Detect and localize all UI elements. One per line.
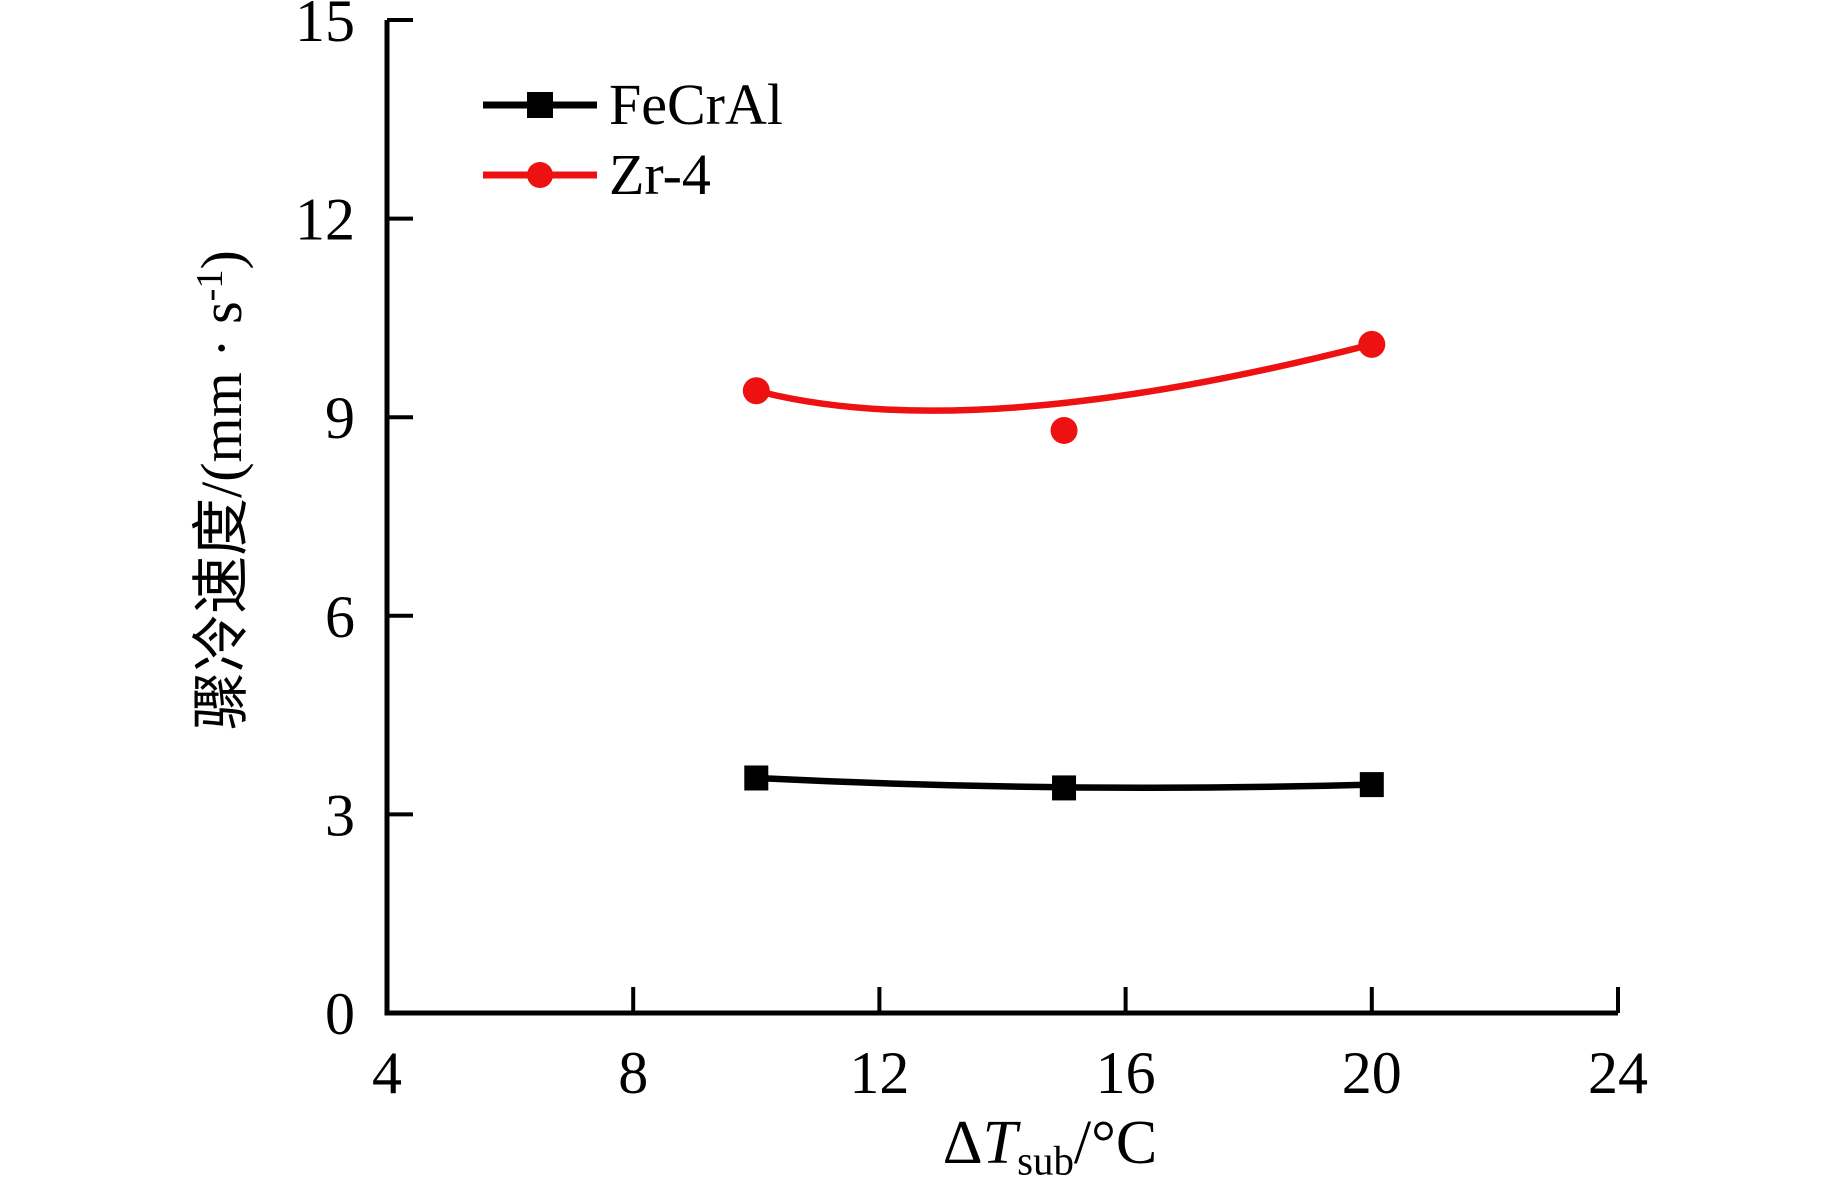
- x-tick-label: 20: [1342, 1040, 1402, 1106]
- x-axis-label-delta: Δ: [942, 1109, 983, 1177]
- zr4-data-marker: [1050, 416, 1078, 444]
- x-axis-label-subscript: sub: [1017, 1138, 1074, 1183]
- x-axis-label-symbol: T: [982, 1109, 1018, 1177]
- legend-sample-zr4: [483, 155, 597, 195]
- circle-marker-icon: [527, 162, 553, 188]
- y-tick-label: 15: [295, 0, 355, 54]
- y-tick-label: 9: [325, 385, 355, 451]
- legend: FeCrAl Zr-4: [483, 70, 783, 210]
- legend-label-fecral: FeCrAl: [609, 72, 783, 137]
- y-axis-label: 骤冷速度/(mm · s-1): [170, 40, 254, 940]
- y-axis-label-superscript: -1: [189, 269, 231, 302]
- x-tick-label: 16: [1096, 1040, 1156, 1106]
- y-axis-label-close: ): [189, 250, 255, 270]
- x-tick-label: 8: [618, 1040, 648, 1106]
- y-axis-label-main: 骤冷速度/(mm · s: [189, 301, 255, 730]
- zr4-fit-line: [753, 341, 1376, 414]
- square-marker-icon: [527, 92, 553, 118]
- zr4-data-marker: [1358, 330, 1386, 358]
- y-tick-label: 12: [295, 187, 355, 253]
- x-axis-label: ΔTsub/°C: [640, 1103, 1460, 1183]
- legend-item-zr4: Zr-4: [483, 140, 783, 210]
- fecral-data-marker: [1052, 775, 1077, 801]
- legend-label-zr4: Zr-4: [609, 142, 711, 207]
- legend-sample-fecral: [483, 85, 597, 125]
- y-tick-label: 3: [325, 782, 355, 848]
- x-tick-label: 12: [849, 1040, 909, 1106]
- y-tick-label: 0: [325, 981, 355, 1047]
- x-tick-label: 4: [372, 1040, 402, 1106]
- fecral-data-marker: [744, 765, 769, 791]
- fecral-data-marker: [1359, 772, 1384, 798]
- y-tick-label: 6: [325, 584, 355, 650]
- legend-item-fecral: FeCrAl: [483, 70, 783, 140]
- zr4-data-marker: [742, 377, 770, 405]
- x-axis-label-unit: /°C: [1073, 1109, 1158, 1177]
- x-tick-label: 24: [1588, 1040, 1648, 1106]
